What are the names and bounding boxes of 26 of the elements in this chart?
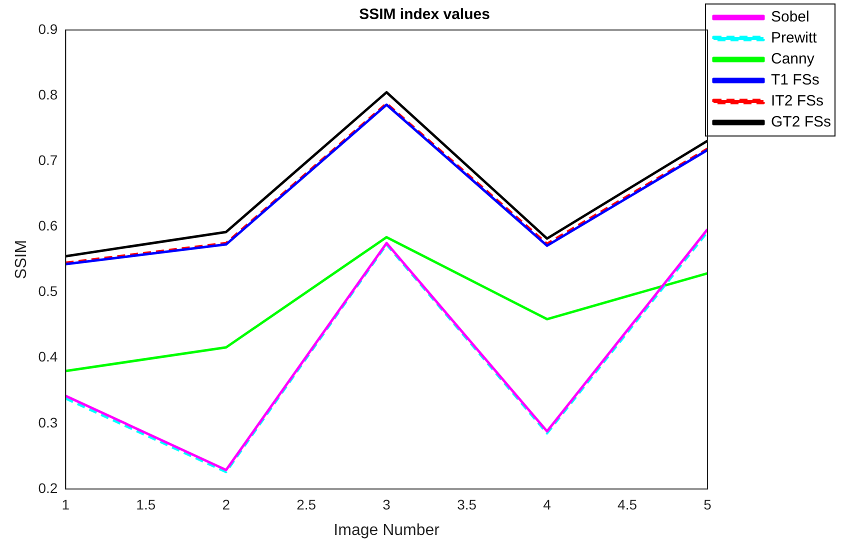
legend-label: GT2 FSs bbox=[770, 114, 832, 131]
x-tick-label: 2 bbox=[222, 496, 230, 512]
y-tick-label: 0.8 bbox=[38, 86, 58, 102]
legend-label: T1 FSs bbox=[770, 72, 820, 89]
x-tick-label: 4.5 bbox=[618, 496, 638, 512]
y-tick-label: 0.4 bbox=[38, 348, 58, 365]
legend-label: Canny bbox=[770, 50, 815, 68]
x-tick-label: 1.5 bbox=[136, 496, 156, 512]
x-tick-label: 3.5 bbox=[457, 496, 477, 512]
x-axis-title: Image Number bbox=[334, 522, 440, 539]
y-tick-label: 0.3 bbox=[38, 414, 58, 430]
y-tick-label: 0.6 bbox=[38, 218, 58, 234]
x-tick-label: 4 bbox=[543, 496, 552, 512]
x-tick-label: 5 bbox=[704, 496, 712, 512]
y-tick-label: 0.7 bbox=[38, 152, 58, 168]
x-tick-label: 2.5 bbox=[296, 496, 316, 512]
y-axis-title: SSIM bbox=[13, 240, 30, 280]
y-tick-label: 0.5 bbox=[38, 283, 58, 300]
legend-label: Sobel bbox=[770, 8, 810, 26]
legend-label: IT2 FSs bbox=[770, 92, 824, 110]
y-tick-label: 0.2 bbox=[38, 480, 58, 496]
legend-label: Prewitt bbox=[770, 30, 818, 47]
x-tick-label: 1 bbox=[62, 496, 70, 512]
chart-title: SSIM index values bbox=[359, 6, 490, 24]
y-tick-label: 0.9 bbox=[38, 20, 58, 37]
x-tick-label: 3 bbox=[382, 496, 391, 512]
